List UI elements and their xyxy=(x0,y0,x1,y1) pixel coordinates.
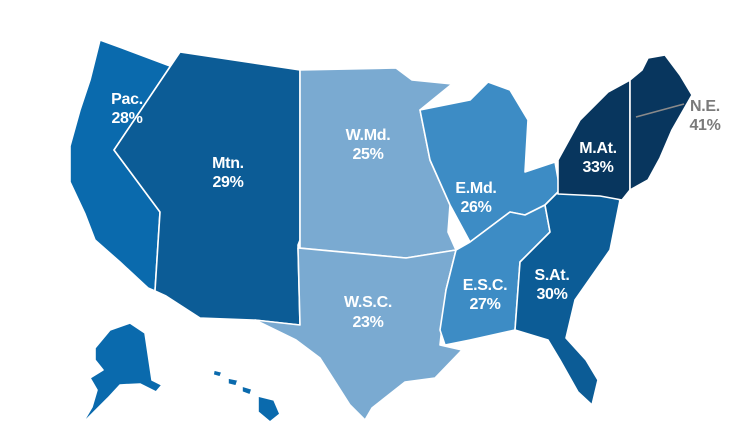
svg-text:23%: 23% xyxy=(352,314,383,331)
svg-text:W.Md.: W.Md. xyxy=(346,127,391,144)
label-east-midwest: E.Md. 26% xyxy=(455,180,496,216)
region-new-england xyxy=(629,54,693,191)
svg-text:27%: 27% xyxy=(469,296,500,313)
svg-text:25%: 25% xyxy=(352,146,383,163)
svg-text:41%: 41% xyxy=(689,117,720,134)
hawaii-shape xyxy=(212,369,281,423)
svg-text:M.At.: M.At. xyxy=(579,140,617,157)
svg-text:26%: 26% xyxy=(460,199,491,216)
label-pacific: Pac. 28% xyxy=(111,91,143,127)
label-mountain: Mtn. 29% xyxy=(212,155,244,191)
svg-text:33%: 33% xyxy=(582,159,613,176)
svg-text:29%: 29% xyxy=(212,174,243,191)
svg-text:N.E.: N.E. xyxy=(690,98,720,115)
label-west-south-central: W.S.C. 23% xyxy=(344,294,392,331)
svg-text:W.S.C.: W.S.C. xyxy=(344,294,392,311)
svg-text:Pac.: Pac. xyxy=(111,91,143,108)
svg-text:28%: 28% xyxy=(111,110,142,127)
label-new-england: N.E. 41% xyxy=(635,98,721,134)
svg-text:S.At.: S.At. xyxy=(535,267,570,284)
label-south-atlantic: S.At. 30% xyxy=(535,267,570,303)
svg-text:Mtn.: Mtn. xyxy=(212,155,244,172)
label-middle-atlantic: M.At. 33% xyxy=(579,140,617,176)
svg-text:E.Md.: E.Md. xyxy=(455,180,496,197)
label-east-south-central: E.S.C. 27% xyxy=(463,277,508,313)
alaska-shape xyxy=(81,322,163,425)
new-england-leader-line xyxy=(635,103,685,118)
svg-text:E.S.C.: E.S.C. xyxy=(463,277,507,294)
svg-text:30%: 30% xyxy=(536,286,567,303)
label-west-midwest: W.Md. 25% xyxy=(346,127,391,163)
